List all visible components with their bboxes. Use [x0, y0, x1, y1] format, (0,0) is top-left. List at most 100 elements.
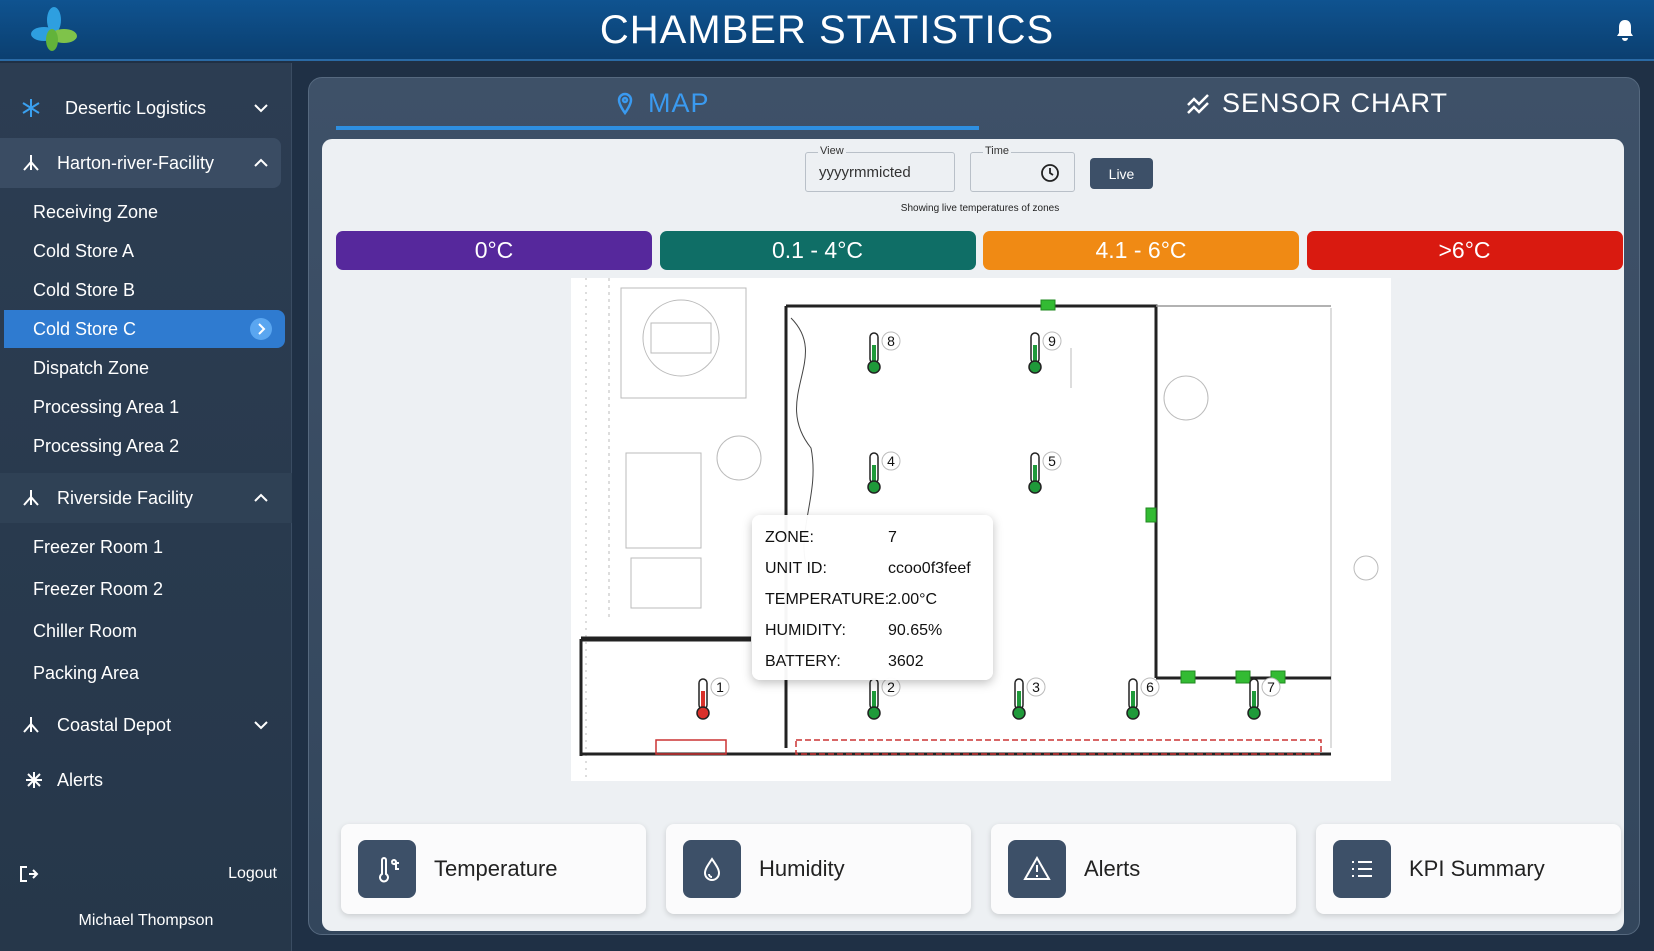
zone-item[interactable]: Dispatch Zone: [0, 349, 292, 387]
sensor-label: 6: [1146, 679, 1154, 695]
tooltip-key: TEMPERATURE:: [765, 591, 890, 608]
clock-icon: [1041, 164, 1059, 182]
summary-card[interactable]: Temperature: [341, 824, 646, 914]
zone-item[interactable]: Processing Area 2: [0, 427, 292, 465]
alerts-label: Alerts: [57, 769, 104, 790]
thermometer-level: [1131, 691, 1135, 709]
card-icon-path: [1023, 855, 1051, 880]
zone-name: Freezer Room 2: [33, 578, 164, 599]
card-icon: [683, 840, 741, 898]
tooltip-key: BATTERY:: [765, 653, 841, 670]
page-title: CHAMBER STATISTICS: [599, 8, 1055, 52]
tab[interactable]: MAP: [612, 88, 710, 119]
icon-shape: [23, 717, 39, 733]
sensor[interactable]: 4: [867, 451, 901, 494]
summary-card[interactable]: Humidity: [666, 824, 971, 914]
status-note: Showing live temperatures of zones: [900, 203, 1060, 214]
facility-group[interactable]: Harton-river-Facility: [0, 138, 281, 188]
card-label: KPI Summary: [1409, 856, 1545, 881]
thermometer-level: [872, 345, 876, 363]
sensor-label: 2: [887, 679, 895, 695]
zone-name: Packing Area: [33, 662, 140, 683]
zone-item[interactable]: Cold Store B: [0, 271, 292, 309]
thermometer-level: [1033, 465, 1037, 483]
icon: [23, 155, 39, 171]
sensor-label: 5: [1048, 453, 1056, 469]
view-field[interactable]: View yyyyrmmicted: [805, 145, 955, 192]
thermometer-bulb: [867, 360, 881, 374]
icon-shape: [254, 493, 268, 502]
time-label: Time: [983, 145, 1012, 157]
sensor-label: 8: [887, 333, 895, 349]
thermometer-level: [1033, 345, 1037, 363]
card-icon: [358, 840, 416, 898]
summary-card[interactable]: KPI Summary: [1316, 824, 1621, 914]
view-label: View: [818, 145, 846, 157]
zone-name: Cold Store C: [33, 318, 137, 339]
active-tab-indicator: [336, 126, 979, 130]
sensor[interactable]: 1: [696, 677, 730, 720]
tab-icon: [1187, 93, 1209, 114]
facility-group[interactable]: Desertic Logistics: [0, 83, 292, 133]
icon: [20, 866, 39, 882]
sensor[interactable]: 7: [1247, 677, 1281, 720]
icon: [26, 772, 42, 788]
sidebar: Desertic Logistics Harton-river-Facility R…: [0, 63, 292, 951]
zone-item[interactable]: Packing Area: [0, 654, 292, 692]
tab[interactable]: SENSOR CHART: [1186, 88, 1448, 119]
alerts-nav[interactable]: Alerts: [0, 755, 292, 805]
icon: [254, 158, 268, 167]
sensor-badge: [1042, 451, 1062, 471]
card-icon: [1008, 840, 1066, 898]
time-field[interactable]: Time: [970, 145, 1075, 192]
icon: [22, 99, 40, 117]
notifications-icon[interactable]: [1615, 18, 1635, 42]
zone-item[interactable]: Chiller Room: [0, 612, 292, 650]
icon: [254, 104, 268, 113]
icon-shape: [22, 99, 40, 117]
zone-name: Cold Store B: [33, 279, 136, 300]
thermometer-bulb: [867, 706, 881, 720]
summary-card[interactable]: Alerts: [991, 824, 1296, 914]
sensor[interactable]: 9: [1028, 331, 1062, 374]
card-label: Temperature: [434, 856, 558, 881]
tooltip-key: UNIT ID:: [765, 560, 827, 577]
zone-item[interactable]: Processing Area 1: [0, 388, 292, 426]
facility-group[interactable]: Coastal Depot: [0, 700, 292, 750]
zone-name: Cold Store A: [33, 240, 135, 261]
clock-shape: [1041, 164, 1059, 182]
live-button[interactable]: Live: [1090, 158, 1153, 189]
sensor-badge: [881, 331, 901, 351]
thermometer-level: [701, 691, 705, 709]
sensor-badge: [1140, 677, 1160, 697]
tab-label: MAP: [648, 88, 710, 118]
logout[interactable]: Logout: [0, 856, 292, 892]
sensor-label: 3: [1032, 679, 1040, 695]
card-icon-shape: [703, 857, 721, 881]
zone-item[interactable]: Cold Store C: [4, 310, 285, 348]
zone-item[interactable]: Freezer Room 2: [0, 570, 292, 608]
logo: [31, 7, 77, 51]
sensor[interactable]: 6: [1126, 677, 1160, 720]
sensor[interactable]: 3: [1012, 677, 1046, 720]
sensor[interactable]: 5: [1028, 451, 1062, 494]
facility-group[interactable]: Riverside Facility: [0, 473, 292, 523]
legend-item: >6°C: [1306, 231, 1623, 270]
facility-name: Harton-river-Facility: [57, 152, 215, 173]
card-label: Humidity: [759, 856, 845, 881]
view-value: yyyyrmmicted: [819, 164, 911, 181]
sensor-label: 1: [716, 679, 724, 695]
icon-shape: [23, 490, 39, 506]
zone-name: Receiving Zone: [33, 201, 159, 222]
zone-item[interactable]: Cold Store A: [0, 232, 292, 270]
icon: [23, 490, 39, 506]
sensor-badge: [1042, 331, 1062, 351]
zone-item[interactable]: Freezer Room 1: [0, 528, 292, 566]
icon-shape: [258, 323, 266, 335]
zone-item[interactable]: Receiving Zone: [0, 193, 292, 231]
thermometer-bulb: [867, 480, 881, 494]
tab-icon-shape: [1187, 93, 1209, 114]
header: CHAMBER STATISTICS: [0, 0, 1654, 61]
sensor[interactable]: 8: [867, 331, 901, 374]
